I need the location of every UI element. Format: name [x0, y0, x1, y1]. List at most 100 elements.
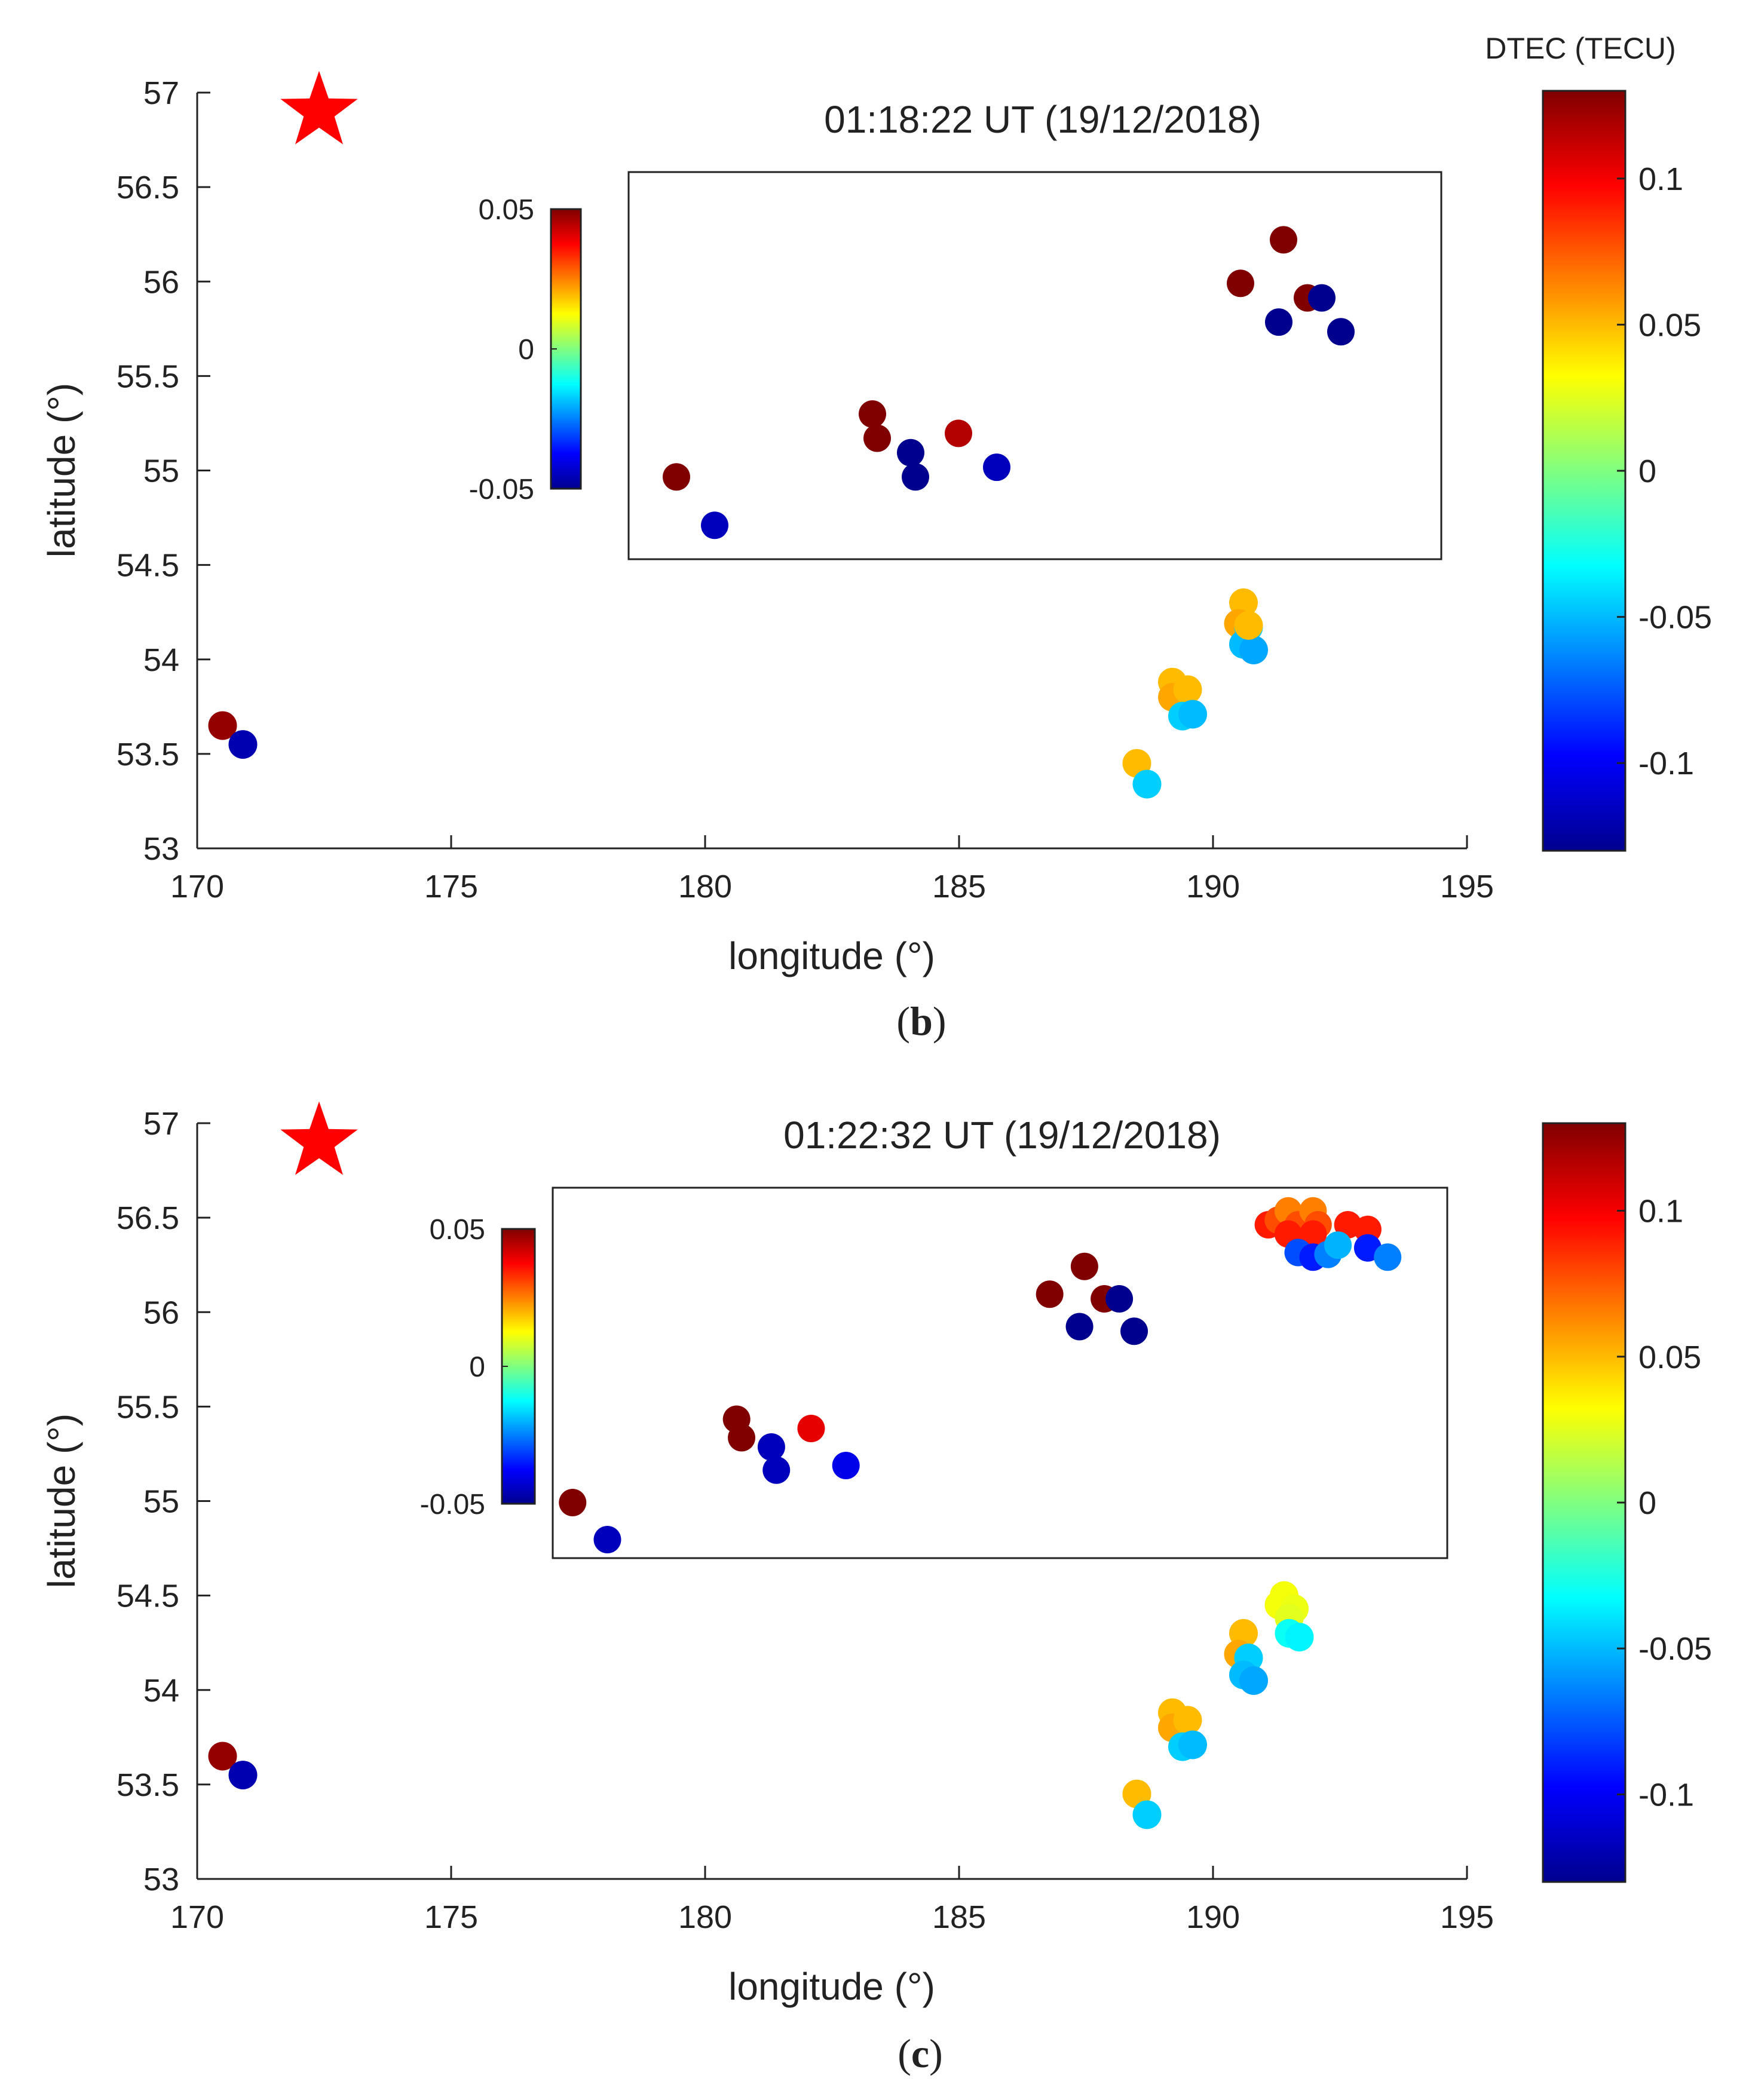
inset-data-point — [663, 463, 690, 491]
inset-data-point — [832, 1452, 860, 1479]
inset-data-point — [701, 511, 728, 539]
colorbar-gradient — [1542, 1122, 1627, 1883]
data-point — [1132, 1800, 1162, 1829]
y-axis-label-b: latitude (°) — [40, 383, 83, 557]
inset-data-point — [1308, 284, 1336, 312]
inset-data-point — [593, 1526, 621, 1553]
axes-c: 170 175 180 185 190 195 53 53.5 54 54.5 55 55.5 56 56… — [117, 1106, 1494, 1935]
y-tick-label: 57 — [143, 75, 179, 111]
inset-data-point — [1265, 308, 1292, 336]
data-point — [1239, 635, 1268, 664]
colorbar-c: 0.1 0.05 0 -0.05 -0.1 — [1542, 1122, 1712, 1883]
data-point — [1239, 1666, 1268, 1695]
colorbar-tick-label: -0.1 — [1638, 1777, 1694, 1813]
x-tick-label: 175 — [424, 1899, 478, 1935]
data-points-b — [208, 70, 1268, 799]
x-axis-label-c: longitude (°) — [728, 1965, 935, 2008]
y-tick-label: 55 — [143, 453, 179, 489]
data-point — [208, 711, 237, 740]
data-point — [1178, 700, 1207, 729]
inset-data-point — [863, 424, 891, 452]
y-axis-label-c: latitude (°) — [40, 1414, 83, 1588]
colorbar-tick-label: 0 — [1638, 1485, 1656, 1521]
panel-letter-c: c — [911, 2031, 929, 2076]
colorbar-b: 0.1 0.05 0 -0.05 -0.1 — [1542, 90, 1712, 852]
panel-b: 170 175 180 185 190 195 53 53.5 54 54.5 55 55.5 56 56… — [40, 70, 1712, 1044]
x-tick-label: 195 — [1440, 869, 1494, 905]
y-tick-label: 57 — [143, 1106, 179, 1142]
inset-data-point — [1120, 1317, 1148, 1345]
chart-title-b: 01:18:22 UT (19/12/2018) — [824, 98, 1261, 141]
data-points-c — [208, 1101, 1314, 1829]
colorbar-tick-label: 0 — [1638, 453, 1656, 489]
data-point — [1173, 1706, 1202, 1735]
data-point — [208, 1742, 237, 1771]
x-tick-label: 170 — [170, 1899, 224, 1935]
inset-data-point — [797, 1415, 825, 1442]
x-tick-label: 185 — [932, 1899, 986, 1935]
inset-data-point — [1065, 1313, 1094, 1341]
inset-data-point — [902, 463, 929, 491]
y-tick-label: 54 — [143, 642, 179, 678]
panel-letter-b: b — [910, 998, 933, 1044]
y-tick-label: 55 — [143, 1484, 179, 1520]
inset-data-point — [897, 439, 924, 467]
inset-c: 0.05 0 -0.05 — [420, 1187, 1448, 1559]
colorbar-tick-label: 0.1 — [1638, 1194, 1683, 1230]
y-tick-label: 56 — [143, 1295, 179, 1330]
colorbar-tick-label: -0.1 — [1638, 746, 1694, 781]
x-tick-label: 190 — [1186, 869, 1240, 905]
panel-c: 170 175 180 185 190 195 53 53.5 54 54.5 55 55.5 56 56… — [40, 1101, 1712, 2076]
inset-data-point — [1070, 1252, 1098, 1280]
inset-data-point — [1105, 1285, 1134, 1313]
y-tick-label: 53 — [143, 1862, 179, 1897]
inset-data-point — [1327, 318, 1355, 346]
inset-data-point — [983, 453, 1010, 482]
data-point — [1173, 675, 1202, 704]
x-tick-label: 190 — [1186, 1899, 1240, 1935]
inset-data-point — [1227, 269, 1254, 298]
y-tick-label: 53.5 — [117, 1767, 179, 1803]
colorbar-tick-label: 0.05 — [1638, 307, 1701, 343]
x-tick-label: 195 — [1440, 1899, 1494, 1935]
data-point — [1234, 611, 1263, 640]
inset-data-point — [859, 400, 886, 428]
y-tick-label: 54 — [143, 1673, 179, 1709]
panel-label-c: (c) — [898, 2031, 943, 2076]
data-point — [228, 730, 258, 759]
y-tick-label: 53.5 — [117, 737, 179, 772]
x-axis-label-b: longitude (°) — [728, 934, 935, 977]
inset-frame — [627, 171, 1442, 560]
inset-data-point — [762, 1456, 791, 1484]
inset-colorbar-tick-label: 0.05 — [430, 1214, 485, 1246]
panel-label-b: (b) — [896, 998, 946, 1044]
inset-data-point — [1270, 226, 1297, 254]
epicenter-star-icon — [280, 1101, 358, 1175]
x-tick-label: 180 — [678, 869, 732, 905]
inset-data-point — [757, 1433, 785, 1461]
data-point — [1178, 1730, 1207, 1759]
data-point — [1132, 770, 1162, 799]
x-tick-label: 170 — [170, 869, 224, 905]
data-point — [1285, 1623, 1314, 1652]
y-tick-label: 56.5 — [117, 1200, 179, 1236]
inset-b: 0.05 0 -0.05 — [469, 171, 1442, 560]
y-tick-label: 54.5 — [117, 1578, 179, 1614]
chart-title-c: 01:22:32 UT (19/12/2018) — [783, 1114, 1221, 1157]
inset-data-point — [559, 1489, 587, 1516]
y-tick-label: 55.5 — [117, 358, 179, 394]
colorbar-tick-label: 0.05 — [1638, 1339, 1701, 1375]
y-tick-label: 56 — [143, 264, 179, 300]
x-tick-label: 175 — [424, 869, 478, 905]
colorbar-tick-label: -0.05 — [1638, 600, 1712, 636]
inset-colorbar-tick-label: 0.05 — [479, 194, 534, 226]
colorbar-gradient — [1542, 90, 1627, 852]
inset-colorbar-tick-label: -0.05 — [469, 474, 534, 505]
y-tick-label: 54.5 — [117, 548, 179, 584]
x-tick-label: 180 — [678, 1899, 732, 1935]
inset-colorbar-tick-label: 0 — [518, 334, 534, 366]
data-point — [228, 1761, 258, 1790]
y-tick-label: 56.5 — [117, 170, 179, 206]
inset-data-point — [945, 419, 972, 447]
